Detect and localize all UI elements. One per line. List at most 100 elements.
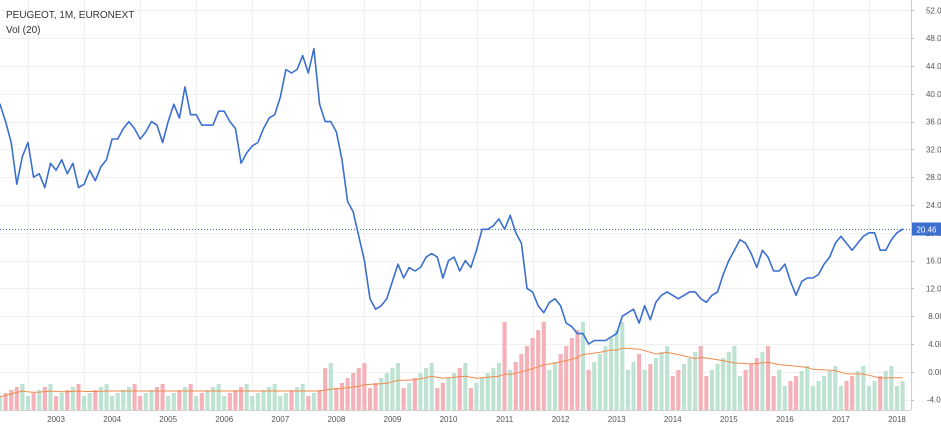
volume-bar xyxy=(609,338,614,410)
volume-bar xyxy=(552,362,558,410)
volume-bar xyxy=(412,378,417,410)
volume-bar xyxy=(665,346,670,410)
volume-bar xyxy=(222,396,227,410)
volume-bar xyxy=(395,363,401,410)
volume-ma-line xyxy=(0,347,903,398)
volume-bar xyxy=(709,370,715,410)
volume-bar xyxy=(894,386,900,410)
volume-bar xyxy=(822,376,827,410)
volume-bar xyxy=(580,322,586,410)
last-price-label: 20.46 xyxy=(916,226,937,235)
y-tick-label: 36.00 xyxy=(926,118,941,127)
volume-bar xyxy=(328,363,333,410)
volume-bar xyxy=(866,386,872,410)
volume-bar xyxy=(295,387,300,410)
volume-bar xyxy=(300,384,305,410)
volume-bar xyxy=(564,346,569,410)
volume-bar xyxy=(210,387,216,410)
y-tick-label: 52.00 xyxy=(926,6,941,15)
y-tick-label: 4.00 xyxy=(928,340,941,349)
volume-bar xyxy=(519,354,524,410)
volume-bar xyxy=(765,346,771,410)
volume-bar xyxy=(143,393,148,410)
volume-bar xyxy=(289,390,294,410)
x-tick-label: 2017 xyxy=(832,415,850,424)
volume-bar xyxy=(205,390,210,410)
volume-bar xyxy=(37,390,42,410)
volume-bar xyxy=(480,378,485,410)
volume-bar xyxy=(642,370,647,410)
volume-bar xyxy=(883,371,888,410)
volume-bar xyxy=(261,390,266,410)
volume-bar xyxy=(838,386,843,410)
volume-bar xyxy=(87,393,92,410)
volume-bar xyxy=(311,393,317,410)
legend-title: PEUGEOT, 1M, EURONEXT xyxy=(6,10,135,21)
volume-bar xyxy=(760,352,765,410)
volume-bar xyxy=(65,390,70,410)
volume-bar xyxy=(429,363,434,410)
volume-bar xyxy=(0,396,3,410)
volume-bar xyxy=(799,371,804,410)
volume-bar xyxy=(435,388,440,410)
volume-bar xyxy=(70,387,75,410)
y-tick-label: 8.00 xyxy=(928,312,941,321)
volume-bar xyxy=(653,358,658,410)
volume-bar xyxy=(166,396,171,410)
volume-bar xyxy=(681,364,687,410)
volume-bar xyxy=(255,393,260,410)
x-tick-label: 2009 xyxy=(384,415,402,424)
volume-bar xyxy=(889,366,894,410)
volume-bar xyxy=(390,368,395,410)
volume-bar xyxy=(160,384,165,410)
volume-bar xyxy=(323,368,328,410)
volume-bar xyxy=(278,396,283,410)
volume-bar xyxy=(586,370,591,410)
x-tick-label: 2015 xyxy=(720,415,738,424)
volume-bar xyxy=(379,378,384,410)
volume-bar xyxy=(855,371,860,410)
x-tick-label: 2008 xyxy=(327,415,345,424)
volume-bar xyxy=(749,364,754,410)
volume-bar xyxy=(362,363,367,410)
volume-bar xyxy=(199,393,204,410)
volume-bar xyxy=(726,352,731,410)
volume-bar xyxy=(424,368,429,410)
x-tick-label: 2004 xyxy=(103,415,121,424)
volume-bar xyxy=(345,378,350,410)
volume-bar xyxy=(737,376,743,410)
last-price-badge xyxy=(912,222,941,236)
x-tick-label: 2012 xyxy=(552,415,570,424)
volume-bar xyxy=(76,384,81,410)
volume-bar xyxy=(59,393,64,410)
volume-bar xyxy=(620,322,625,410)
volume-bar xyxy=(216,384,221,410)
volume-bar xyxy=(20,384,25,410)
volume-bar xyxy=(446,378,451,410)
chart-legend: PEUGEOT, 1M, EURONEXT Vol (20) xyxy=(6,8,134,38)
volume-bar xyxy=(721,358,726,410)
y-tick-label: 0.00 xyxy=(928,368,941,377)
x-tick-label: 2010 xyxy=(440,415,458,424)
volume-bar xyxy=(126,387,132,410)
volume-bar xyxy=(732,346,737,410)
volume-bar xyxy=(872,381,877,410)
volume-bar xyxy=(48,384,53,410)
volume-bar xyxy=(816,381,821,410)
volume-bar xyxy=(418,373,423,410)
volume-bar xyxy=(367,388,373,410)
volume-bar xyxy=(771,376,776,410)
volume-bar xyxy=(384,373,389,410)
y-tick-label: 44.00 xyxy=(926,62,941,71)
volume-bar xyxy=(827,371,832,410)
volume-bar xyxy=(244,384,249,410)
volume-bar xyxy=(283,393,288,410)
x-tick-label: 2014 xyxy=(664,415,682,424)
volume-bar xyxy=(53,396,59,410)
volume-bar xyxy=(625,370,630,410)
y-tick-label: 32.00 xyxy=(926,145,941,154)
volume-bar xyxy=(524,346,530,410)
volume-bar xyxy=(138,396,143,410)
volume-bar xyxy=(239,387,244,410)
